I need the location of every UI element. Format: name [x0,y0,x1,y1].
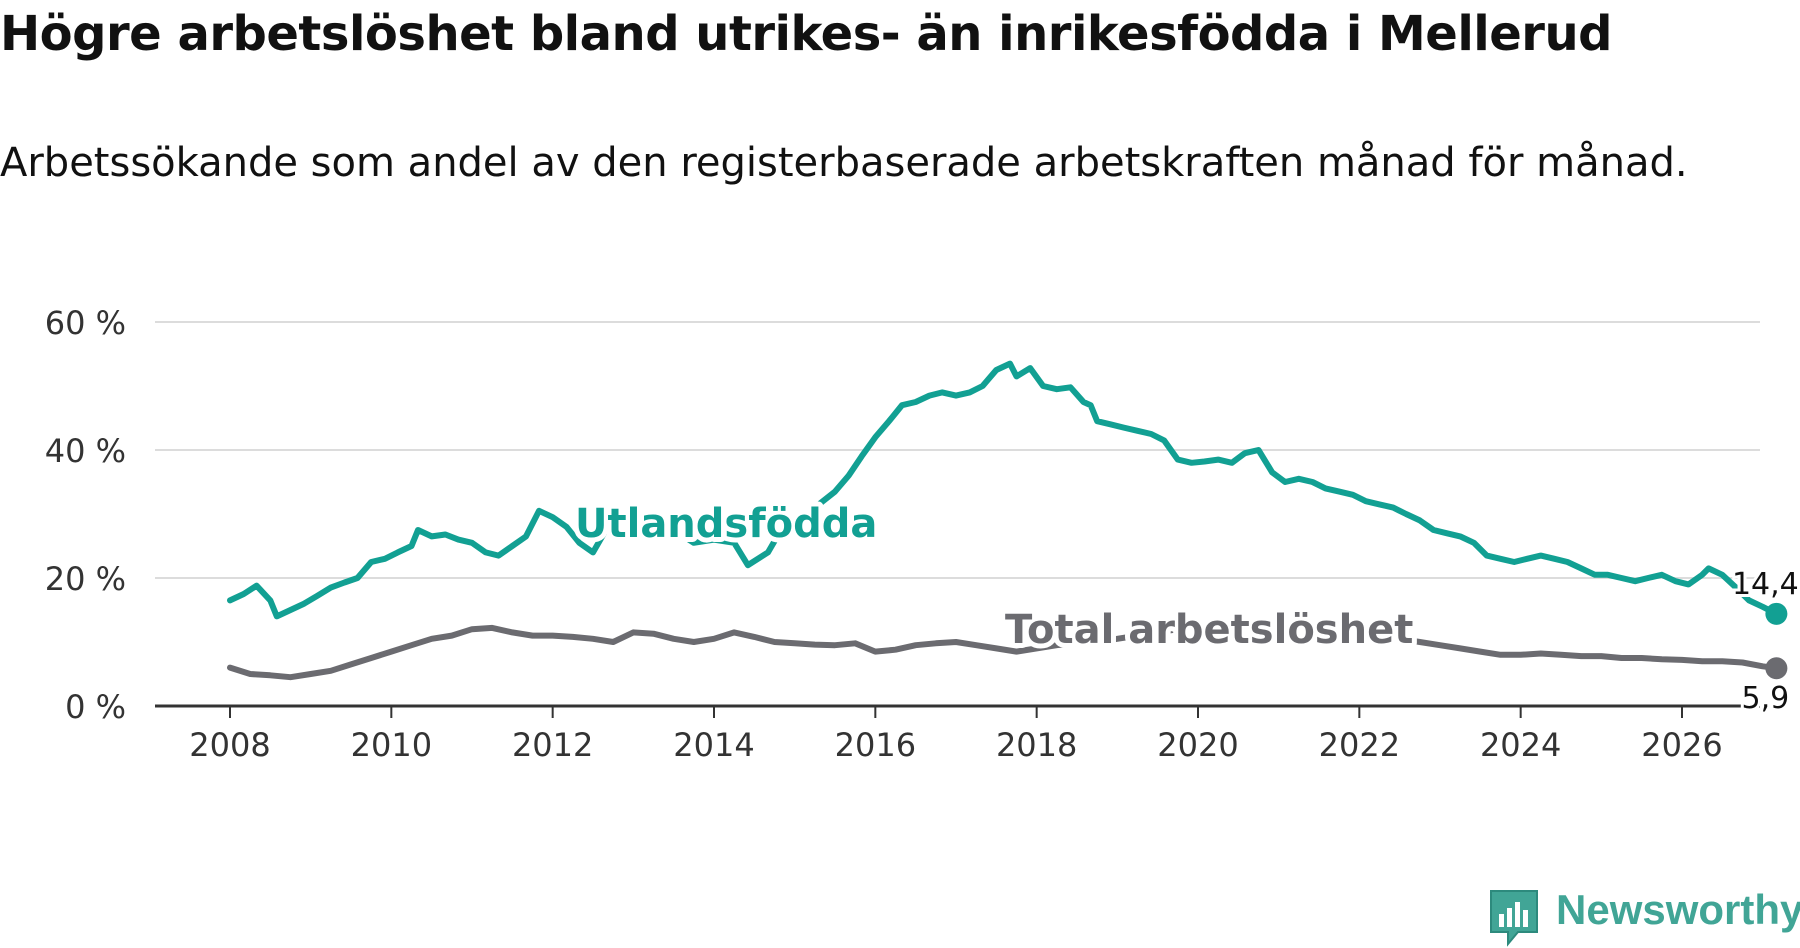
brand-logo: Newsworthy [1488,884,1800,948]
x-tick-label: 2024 [1480,726,1561,764]
chart-subtitle: Arbetssökande som andel av den registerb… [0,140,1688,186]
x-tick-label: 2026 [1641,726,1722,764]
x-tick-label: 2014 [673,726,754,764]
x-axis-ticks: 2008 2010 2012 2014 2016 2018 2020 2022 2024 2026 [189,706,1723,764]
series-end-dot [1765,602,1788,625]
x-tick-label: 2018 [996,726,1077,764]
series-end-dot [1765,657,1788,680]
x-tick-label: 2016 [835,726,916,764]
brand-name: Newsworthy [1556,886,1800,933]
y-tick-label: 0 % [65,688,126,726]
series-name-label: Total arbetslöshet [1005,607,1413,653]
series-labels: 14,4 % Utlandsfödda 5,9 % Total arbetslöshe… [570,496,1800,719]
y-tick-label: 20 % [45,560,126,598]
y-axis-ticks: 0 % 20 % 40 % 60 % [45,304,126,726]
y-tick-label: 60 % [45,304,126,342]
series-end-value: 5,9 % [1741,681,1800,716]
chart-title: Högre arbetslöshet bland utrikes- än inr… [0,6,1613,62]
x-tick-label: 2012 [512,726,593,764]
series-line-total [227,619,1780,681]
y-tick-label: 40 % [45,432,126,470]
series-line-utlandsfodda [227,360,1780,620]
series-name-label: Utlandsfödda [575,501,877,547]
gridlines [155,321,1760,708]
newsworthy-logo-icon [1490,890,1538,947]
series-end-value: 14,4 % [1732,567,1800,602]
x-tick-label: 2010 [351,726,432,764]
x-tick-label: 2020 [1157,726,1238,764]
x-tick-label: 2022 [1319,726,1400,764]
x-tick-label: 2008 [189,726,270,764]
series-lines [227,360,1788,681]
